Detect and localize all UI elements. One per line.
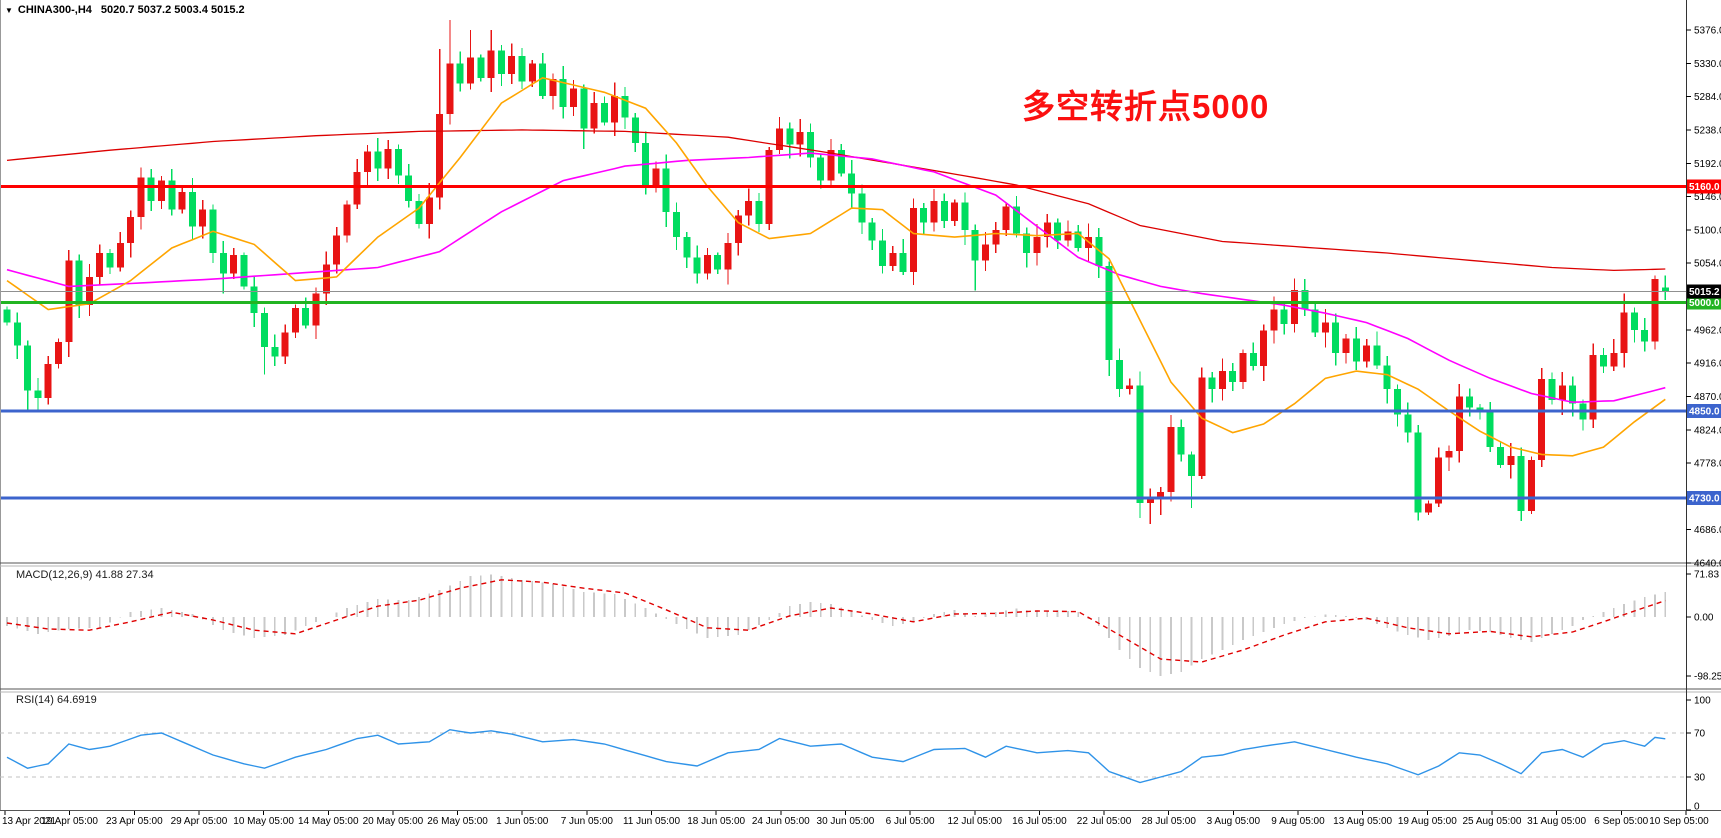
- svg-text:4824.0: 4824.0: [1694, 425, 1721, 436]
- svg-text:5015.2: 5015.2: [1689, 287, 1720, 298]
- svg-text:5284.0: 5284.0: [1694, 92, 1721, 103]
- svg-text:10 May 05:00: 10 May 05:00: [233, 816, 294, 827]
- svg-text:20 May 05:00: 20 May 05:00: [363, 816, 424, 827]
- panel-borders: [0, 0, 1721, 811]
- svg-text:4730.0: 4730.0: [1689, 493, 1720, 504]
- svg-text:9 Aug 05:00: 9 Aug 05:00: [1271, 816, 1325, 827]
- svg-text:4962.0: 4962.0: [1694, 325, 1721, 336]
- svg-text:5238.0: 5238.0: [1694, 125, 1721, 136]
- svg-text:19 Apr 05:00: 19 Apr 05:00: [41, 816, 98, 827]
- svg-text:16 Jul 05:00: 16 Jul 05:00: [1012, 816, 1067, 827]
- svg-text:71.83: 71.83: [1694, 569, 1719, 580]
- macd-indicator-label: MACD(12,26,9) 41.88 27.34: [16, 569, 154, 581]
- svg-text:5054.0: 5054.0: [1694, 259, 1721, 270]
- horizontal-level-lines[interactable]: [0, 184, 1686, 500]
- svg-text:4640.0: 4640.0: [1694, 559, 1721, 570]
- svg-text:13 Aug 05:00: 13 Aug 05:00: [1333, 816, 1392, 827]
- svg-text:29 Apr 05:00: 29 Apr 05:00: [171, 816, 228, 827]
- svg-text:25 Aug 05:00: 25 Aug 05:00: [1462, 816, 1521, 827]
- svg-text:-98.25: -98.25: [1694, 671, 1721, 682]
- rsi-panel: 100 70 30 0: [0, 696, 1711, 813]
- svg-text:4870.0: 4870.0: [1694, 392, 1721, 403]
- svg-text:4850.0: 4850.0: [1689, 406, 1720, 417]
- macd-panel: 71.83 0.00 -98.25: [6, 569, 1721, 682]
- svg-text:6 Jul 05:00: 6 Jul 05:00: [886, 816, 935, 827]
- svg-text:5192.0: 5192.0: [1694, 159, 1721, 170]
- symbol-period-label: CHINA300-,H4: [17, 4, 92, 16]
- moving-averages: [6, 76, 1666, 457]
- svg-text:4686.0: 4686.0: [1694, 525, 1721, 536]
- svg-text:19 Aug 05:00: 19 Aug 05:00: [1398, 816, 1457, 827]
- svg-text:14 May 05:00: 14 May 05:00: [298, 816, 359, 827]
- candlestick-series: [3, 19, 1669, 524]
- svg-text:6 Sep 05:00: 6 Sep 05:00: [1594, 816, 1648, 827]
- svg-text:4916.0: 4916.0: [1694, 359, 1721, 370]
- svg-text:100: 100: [1694, 696, 1711, 707]
- svg-text:0: 0: [1694, 802, 1700, 813]
- svg-text:5100.0: 5100.0: [1694, 225, 1721, 236]
- price-axis: 5376.0 5330.0 5284.0 5238.0 5192.0 5146.0 5100…: [1686, 26, 1721, 570]
- svg-text:10 Sep 05:00: 10 Sep 05:00: [1649, 816, 1709, 827]
- svg-text:30 Jun 05:00: 30 Jun 05:00: [817, 816, 875, 827]
- svg-text:12 Jul 05:00: 12 Jul 05:00: [948, 816, 1003, 827]
- svg-text:0.00: 0.00: [1694, 613, 1714, 624]
- svg-text:13 Apr 2021: 13 Apr 2021: [2, 816, 56, 827]
- svg-text:7 Jun 05:00: 7 Jun 05:00: [561, 816, 614, 827]
- symbol-ohlc-header: ▼ CHINA300-,H4 5020.7 5037.2 5003.4 5015…: [5, 4, 245, 16]
- svg-text:11 Jun 05:00: 11 Jun 05:00: [623, 816, 681, 827]
- price-axis-tags: 5160.0 5000.0 4850.0 4730.0 5015.2: [1687, 179, 1721, 505]
- rsi-indicator-label: RSI(14) 64.6919: [16, 694, 97, 706]
- svg-text:5376.0: 5376.0: [1694, 26, 1721, 37]
- svg-text:1 Jun 05:00: 1 Jun 05:00: [496, 816, 549, 827]
- svg-text:31 Aug 05:00: 31 Aug 05:00: [1527, 816, 1586, 827]
- ohlc-readout: 5020.7 5037.2 5003.4 5015.2: [100, 4, 245, 16]
- svg-text:24 Jun 05:00: 24 Jun 05:00: [752, 816, 810, 827]
- svg-text:5330.0: 5330.0: [1694, 59, 1721, 70]
- svg-text:18 Jun 05:00: 18 Jun 05:00: [687, 816, 745, 827]
- annotation-text: 多空转折点5000: [1022, 88, 1270, 125]
- svg-text:5146.0: 5146.0: [1694, 192, 1721, 203]
- svg-text:26 May 05:00: 26 May 05:00: [427, 816, 488, 827]
- svg-text:5000.0: 5000.0: [1689, 298, 1720, 309]
- svg-text:28 Jul 05:00: 28 Jul 05:00: [1141, 816, 1196, 827]
- svg-text:4778.0: 4778.0: [1694, 459, 1721, 470]
- svg-text:22 Jul 05:00: 22 Jul 05:00: [1077, 816, 1132, 827]
- svg-text:70: 70: [1694, 729, 1706, 740]
- svg-text:30: 30: [1694, 773, 1706, 784]
- collapse-triangle-icon[interactable]: ▼: [5, 5, 13, 15]
- svg-text:5160.0: 5160.0: [1689, 182, 1720, 193]
- svg-text:23 Apr 05:00: 23 Apr 05:00: [106, 816, 163, 827]
- svg-text:3 Aug 05:00: 3 Aug 05:00: [1207, 816, 1261, 827]
